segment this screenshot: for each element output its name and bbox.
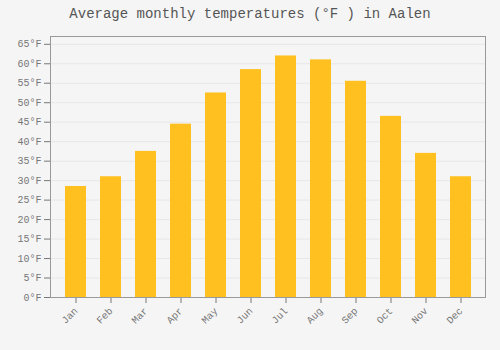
svg-text:Oct: Oct: [375, 306, 396, 327]
svg-text:40°F: 40°F: [17, 137, 41, 148]
svg-text:30°F: 30°F: [17, 176, 41, 187]
svg-text:Dec: Dec: [445, 306, 466, 327]
svg-text:60°F: 60°F: [17, 59, 41, 70]
svg-text:Nov: Nov: [410, 306, 431, 327]
svg-text:0°F: 0°F: [23, 293, 41, 304]
svg-text:65°F: 65°F: [17, 39, 41, 50]
svg-text:Jun: Jun: [235, 306, 256, 327]
svg-text:Mar: Mar: [130, 306, 151, 327]
svg-text:5°F: 5°F: [23, 273, 41, 284]
svg-text:10°F: 10°F: [17, 254, 41, 265]
svg-text:25°F: 25°F: [17, 195, 41, 206]
svg-text:55°F: 55°F: [17, 78, 41, 89]
svg-text:45°F: 45°F: [17, 117, 41, 128]
svg-text:15°F: 15°F: [17, 234, 41, 245]
html-text:Average monthly temperatures (: Average monthly temperatures (°F ) in Aa…: [69, 6, 431, 22]
svg-text:35°F: 35°F: [17, 156, 41, 167]
svg-text:20°F: 20°F: [17, 215, 41, 226]
svg-text:50°F: 50°F: [17, 98, 41, 109]
svg-text:May: May: [200, 306, 221, 327]
svg-text:Apr: Apr: [165, 306, 186, 327]
svg-text:Jul: Jul: [270, 306, 291, 327]
svg-text:Aug: Aug: [305, 306, 326, 327]
svg-text:Feb: Feb: [95, 306, 116, 327]
svg-text:Sep: Sep: [340, 306, 361, 327]
svg-text:Jan: Jan: [60, 306, 81, 327]
